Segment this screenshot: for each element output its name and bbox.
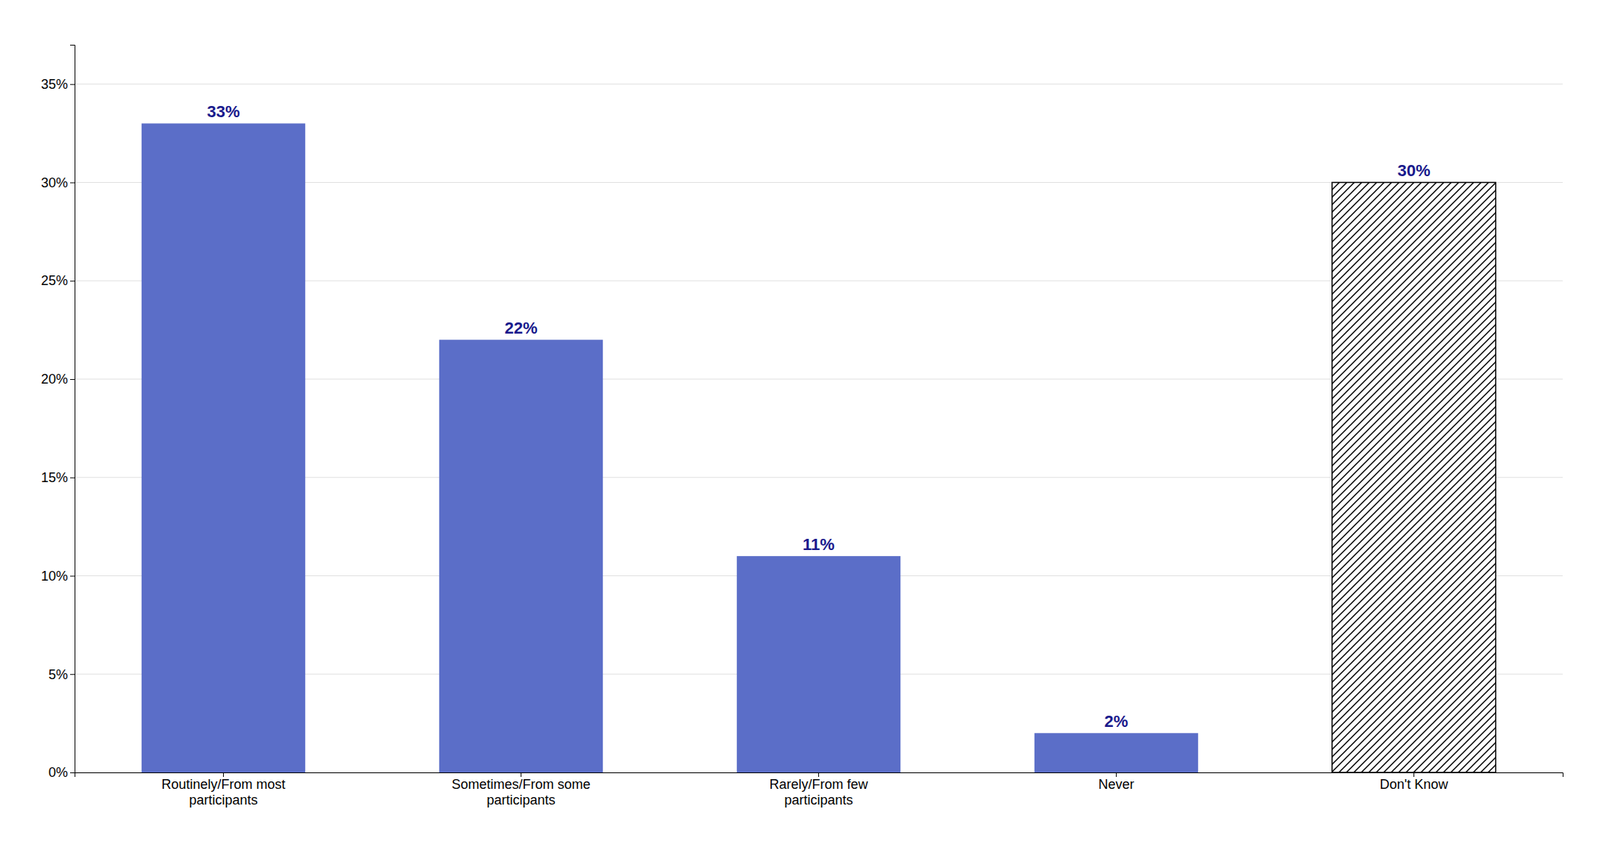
tick-label: Sometimes/From someparticipants (451, 776, 591, 808)
tick: Sometimes/From someparticipants (451, 772, 591, 808)
plot: 33% 22% 11% 2% 30% 0% 5% 10% 15% 20% 25% 30% 35% Rout… (41, 45, 1564, 808)
tick-label: 10% (41, 568, 68, 584)
bar (1332, 182, 1496, 773)
tick: 35% (41, 76, 75, 92)
tick: 10% (41, 568, 75, 584)
data-label: 11% (802, 534, 835, 554)
tick-label-line: Sometimes/From some (451, 776, 591, 792)
tick-label: Never (1097, 776, 1134, 792)
tick: 0% (48, 764, 75, 780)
tick-label-line: Don't Know (1379, 776, 1449, 792)
tick-label-line: Never (1097, 776, 1134, 792)
bars (141, 123, 1496, 773)
tick-label-line: participants (188, 792, 258, 808)
data-label: 33% (206, 102, 240, 121)
bar (439, 339, 603, 773)
tick-label: 35% (41, 76, 68, 92)
tick: Rarely/From fewparticipants (769, 772, 869, 808)
tick-mark (70, 280, 75, 282)
tick-label: 15% (41, 469, 68, 485)
bar (1034, 732, 1198, 773)
data-labels: 33% 22% 11% 2% 30% (206, 102, 1430, 731)
tick: 5% (48, 666, 75, 682)
tick-mark (70, 182, 75, 183)
tick-label: 25% (41, 273, 68, 288)
tick: 25% (41, 273, 75, 288)
y-axis: 0% 5% 10% 15% 20% 25% 30% 35% (41, 45, 76, 781)
tick-mark (70, 673, 75, 675)
tick-label-line: participants (486, 792, 555, 808)
chart: 33% 22% 11% 2% 30% 0% 5% 10% 15% 20% 25% 30% 35% Rout… (0, 0, 1600, 862)
tick: 20% (41, 371, 75, 387)
x-axis: Routinely/From mostparticipantsSometimes… (75, 772, 1564, 808)
axis-line (70, 45, 76, 773)
tick-mark (70, 477, 75, 479)
bar (141, 123, 306, 773)
grid-line (74, 83, 1563, 85)
tick-mark (70, 84, 75, 86)
tick: 15% (41, 469, 75, 485)
bar (736, 555, 901, 773)
tick-label: Rarely/From fewparticipants (769, 776, 869, 808)
tick-label: 30% (41, 175, 68, 191)
tick-label: 20% (41, 371, 68, 387)
tick-label-line: participants (783, 792, 853, 808)
tick-label: Don't Know (1379, 776, 1449, 792)
data-label: 30% (1397, 161, 1430, 180)
tick-mark (70, 575, 75, 576)
tick-label-line: Routinely/From most (161, 776, 285, 792)
grid (74, 84, 1563, 773)
tick-label-line: Rarely/From few (769, 776, 869, 792)
tick: Don't Know (1379, 772, 1449, 792)
data-label: 22% (504, 318, 538, 338)
tick-mark (70, 378, 75, 380)
tick-label: 0% (48, 764, 68, 780)
tick: Never (1097, 772, 1134, 792)
tick: Routinely/From mostparticipants (161, 772, 285, 808)
data-label: 2% (1104, 711, 1129, 731)
tick-label: Routinely/From mostparticipants (161, 776, 285, 808)
tick-label: 5% (48, 666, 68, 682)
tick-mark (70, 772, 75, 773)
tick: 30% (41, 175, 75, 191)
